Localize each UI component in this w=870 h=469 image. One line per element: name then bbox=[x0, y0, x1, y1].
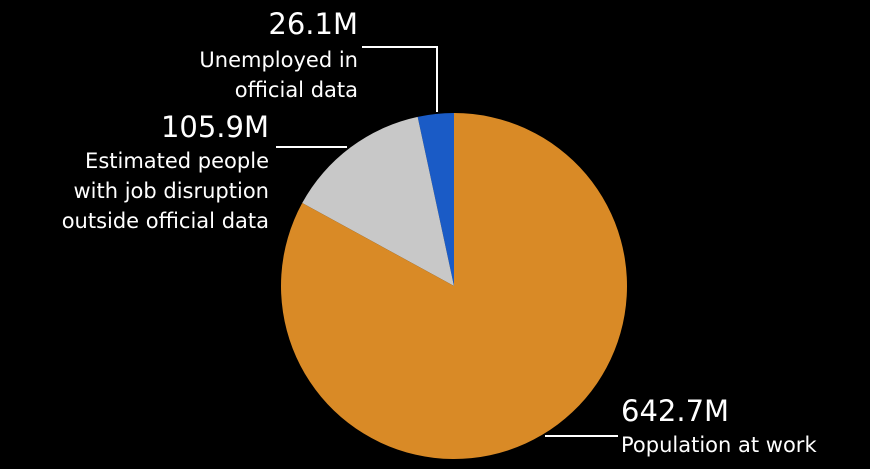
leader-unemployed bbox=[362, 46, 438, 112]
label-at-work-line-1: Population at work bbox=[621, 433, 817, 457]
slice-disruption bbox=[302, 116, 454, 286]
value-unemployed: 26.1M bbox=[268, 7, 358, 41]
label-disruption-line-2: with job disruption bbox=[73, 179, 269, 203]
label-unemployed: 26.1M Unemployed in official data bbox=[199, 10, 358, 105]
label-unemployed-line-1: Unemployed in bbox=[199, 48, 358, 72]
slice-unemployed bbox=[417, 113, 454, 286]
value-at-work: 642.7M bbox=[621, 394, 730, 428]
value-disruption: 105.9M bbox=[160, 110, 269, 144]
label-at-work: 642.7M Population at work bbox=[621, 397, 817, 460]
label-disruption-line-1: Estimated people bbox=[85, 149, 269, 173]
slice-at-work bbox=[281, 113, 627, 459]
label-disruption: 105.9M Estimated people with job disrupt… bbox=[62, 113, 269, 236]
label-unemployed-line-2: official data bbox=[234, 78, 358, 102]
label-disruption-line-3: outside official data bbox=[61, 209, 269, 233]
